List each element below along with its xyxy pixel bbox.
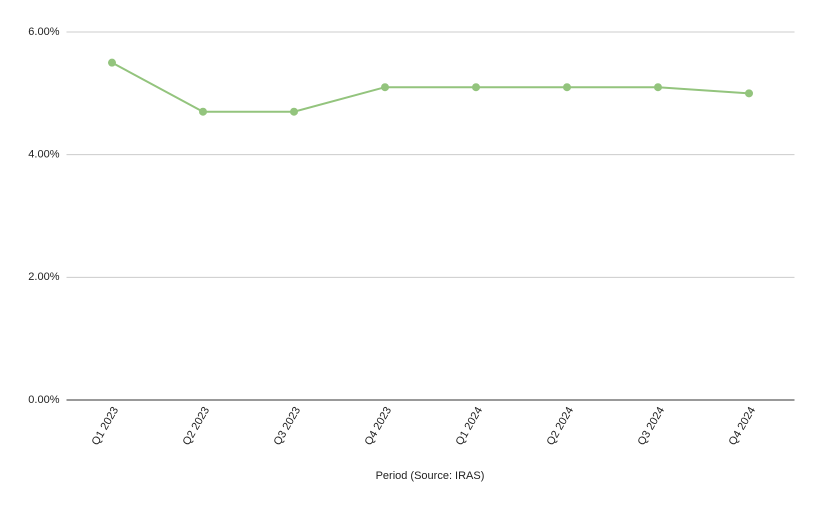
x-tick-label: Q2 2024 bbox=[545, 405, 576, 448]
y-tick-label: 2.00% bbox=[28, 271, 59, 283]
data-point bbox=[654, 83, 662, 92]
x-tick-label: Q1 2024 bbox=[454, 405, 485, 448]
data-point bbox=[290, 107, 298, 116]
x-tick-label: Q2 2023 bbox=[181, 405, 212, 448]
data-point bbox=[472, 83, 480, 92]
x-tick-label: Q3 2024 bbox=[636, 405, 667, 448]
x-tick-label: Q3 2023 bbox=[272, 405, 303, 448]
data-point bbox=[381, 83, 389, 92]
x-tick-label: Q1 2023 bbox=[90, 405, 121, 448]
x-tick-label: Q4 2024 bbox=[727, 405, 758, 448]
y-tick-label: 0.00% bbox=[28, 394, 59, 406]
data-point bbox=[199, 107, 207, 116]
y-tick-label: 4.00% bbox=[28, 149, 59, 161]
series-line bbox=[111, 61, 750, 113]
x-tick-label: Q4 2023 bbox=[363, 405, 394, 448]
x-axis-label: Period (Source: IRAS) bbox=[376, 470, 485, 482]
y-tick-label: 6.00% bbox=[28, 26, 59, 38]
data-point bbox=[745, 89, 753, 98]
data-point bbox=[108, 58, 116, 67]
data-point bbox=[563, 83, 571, 92]
